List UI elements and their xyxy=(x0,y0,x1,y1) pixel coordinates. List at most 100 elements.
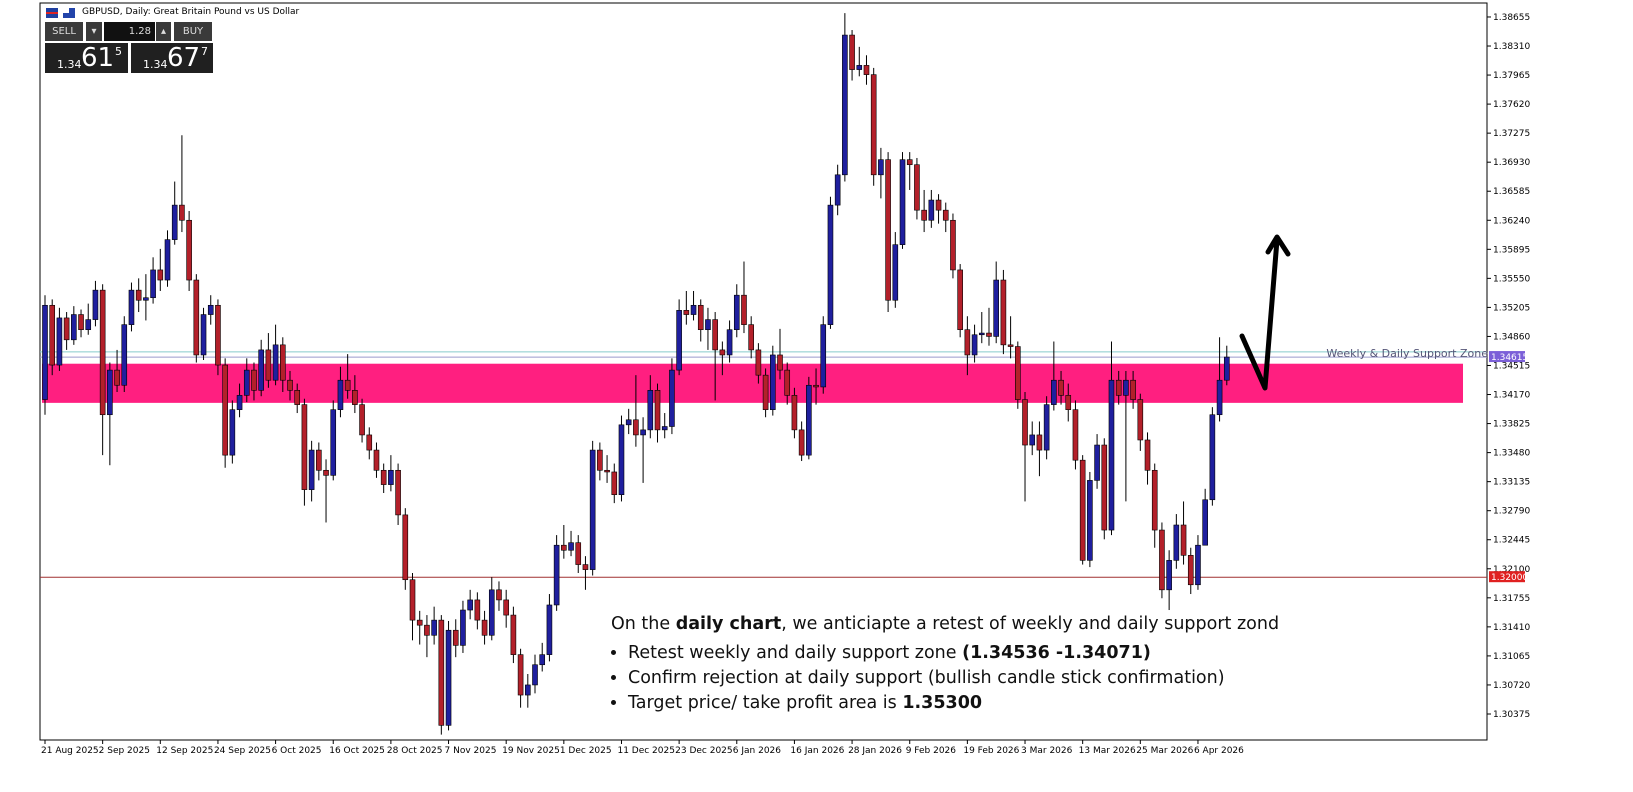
candle-body xyxy=(950,219,956,271)
candle-body xyxy=(633,419,639,436)
candle-body xyxy=(496,589,502,601)
candle-body xyxy=(863,65,870,75)
y-tick-label: 1.32445 xyxy=(1493,536,1530,546)
candle-body xyxy=(784,369,791,396)
y-tick-label: 1.31065 xyxy=(1493,652,1530,662)
text-bold: (1.34536 -1.34071) xyxy=(962,643,1151,663)
y-tick-label: 1.34860 xyxy=(1493,332,1530,342)
candle-body xyxy=(251,369,257,391)
candle-body xyxy=(330,409,337,476)
x-tick-label: 6 Jan 2026 xyxy=(733,746,781,756)
candle-body xyxy=(1072,409,1079,461)
candle-body xyxy=(1015,346,1021,400)
candle-body xyxy=(1151,469,1158,531)
candle-body xyxy=(229,409,236,456)
zone-label: Weekly & Daily Support Zone xyxy=(1326,347,1488,360)
candle-body xyxy=(1115,379,1122,396)
candle-body xyxy=(921,209,927,221)
chart-header: GBPUSD, Daily: Great Britain Pound vs US… xyxy=(82,7,300,17)
candle-body xyxy=(683,310,690,315)
candle-body xyxy=(99,289,106,416)
candle-body xyxy=(438,619,445,726)
candle-body xyxy=(488,589,495,636)
bid-quote[interactable]: 1.34 61 5 xyxy=(45,43,128,73)
y-tick-label: 1.37965 xyxy=(1493,71,1530,81)
annotation: On the daily chart, we anticiapte a rete… xyxy=(611,612,1279,716)
candle-body xyxy=(200,314,207,356)
x-tick-label: 11 Dec 2025 xyxy=(617,746,675,756)
text-bold: daily chart xyxy=(675,614,782,634)
candle-body xyxy=(654,390,661,431)
candle-body xyxy=(993,279,999,337)
symbol-icons xyxy=(46,8,75,18)
lot-input[interactable]: 1.28 xyxy=(104,22,155,41)
candle-body xyxy=(928,199,935,221)
candle-body xyxy=(813,384,819,388)
x-tick-label: 2 Sep 2025 xyxy=(99,746,150,756)
lot-up[interactable]: ▴ xyxy=(156,22,171,41)
candle-body xyxy=(820,324,827,388)
y-tick-label: 1.37620 xyxy=(1493,100,1530,110)
y-tick-label: 1.38310 xyxy=(1493,42,1530,52)
candle-body xyxy=(359,404,365,436)
candle-body xyxy=(1173,524,1180,561)
candle-body xyxy=(424,624,430,636)
candle-body xyxy=(1065,395,1072,410)
x-tick-label: 19 Feb 2026 xyxy=(963,746,1019,756)
candle-body xyxy=(344,379,351,391)
candle-body xyxy=(827,204,834,325)
candle-body xyxy=(806,384,812,456)
candle-body xyxy=(517,654,524,696)
y-tick-label: 1.33480 xyxy=(1493,449,1530,459)
ask-quote[interactable]: 1.34 67 7 xyxy=(131,43,213,73)
candle-body xyxy=(1000,279,1007,346)
text: Confirm rejection at daily support (bull… xyxy=(628,668,1225,688)
candle-body xyxy=(388,469,394,485)
candle-body xyxy=(402,514,409,581)
y-tick-label: 1.36240 xyxy=(1493,216,1530,226)
candle-body xyxy=(49,304,56,366)
candle-body xyxy=(352,390,358,405)
candle-body xyxy=(1051,379,1057,405)
candle-body xyxy=(71,314,77,341)
candle-body xyxy=(215,304,221,366)
y-tick-label: 1.31410 xyxy=(1493,623,1530,633)
sell-button[interactable]: SELL xyxy=(45,22,83,41)
candle-body xyxy=(885,159,891,301)
y-tick-label: 1.31755 xyxy=(1493,594,1530,604)
candle-body xyxy=(323,469,329,476)
candle-body xyxy=(914,164,920,211)
candle-body xyxy=(279,344,286,381)
candle-body xyxy=(532,664,538,686)
candle-body xyxy=(575,542,582,565)
candle-body xyxy=(705,319,711,331)
candle-body xyxy=(1058,379,1064,396)
candle-body xyxy=(42,304,48,400)
lot-down[interactable]: ▾ xyxy=(86,22,102,41)
candle-body xyxy=(1195,544,1201,586)
y-tick-label: 1.30375 xyxy=(1493,710,1530,720)
x-tick-label: 1 Dec 2025 xyxy=(560,746,612,756)
bullet: Target price/ take profit area is 1.3530… xyxy=(628,691,1279,716)
candle-body xyxy=(834,174,841,206)
candle-body xyxy=(589,449,596,570)
candle-body xyxy=(1087,480,1093,561)
candle-body xyxy=(770,354,776,410)
candle-body xyxy=(373,449,380,471)
x-tick-label: 6 Apr 2026 xyxy=(1194,746,1244,756)
candle-body xyxy=(481,619,488,636)
candle-body xyxy=(568,542,574,551)
candle-body xyxy=(1043,404,1050,451)
candle-body xyxy=(798,429,805,456)
y-tick-label: 1.33825 xyxy=(1493,420,1530,430)
candle-body xyxy=(856,65,863,70)
candle-body xyxy=(135,289,142,301)
candle-body xyxy=(207,304,214,315)
candle-body xyxy=(870,74,877,176)
candle-body xyxy=(719,349,726,356)
ask-point: 7 xyxy=(201,45,208,58)
candle-body xyxy=(741,294,747,325)
text: On the xyxy=(611,614,676,634)
buy-button[interactable]: BUY xyxy=(174,22,212,41)
